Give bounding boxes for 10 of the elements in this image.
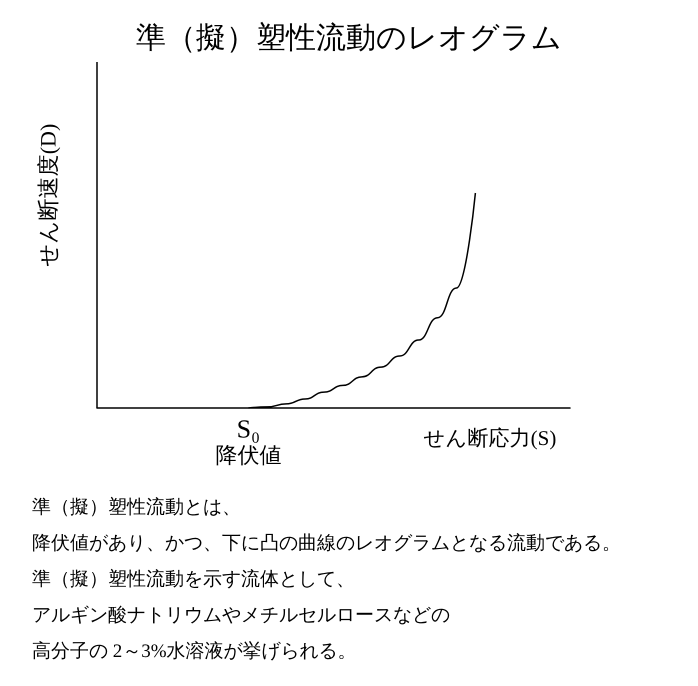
x-axis-title: せん断応力(S): [424, 426, 556, 450]
chart-title: 準（擬）塑性流動のレオグラム: [136, 22, 562, 54]
y-axis-title: せん断速度(D): [36, 124, 60, 266]
annotation: 降伏値: [215, 442, 282, 468]
text: アルギン酸ナトリウムやメチルセルロースなどの: [32, 605, 450, 626]
text: 高分子の 2～3%水溶液が挙げられる。: [32, 640, 357, 662]
text: 降伏値があり、かつ、下に凸の曲線のレオグラムとなる流動である。: [32, 532, 621, 554]
annotation: S₀: [236, 414, 260, 444]
text: 準（擬）塑性流動とは、: [32, 496, 241, 518]
text: 準（擬）塑性流動を示す流体として、: [32, 568, 355, 590]
